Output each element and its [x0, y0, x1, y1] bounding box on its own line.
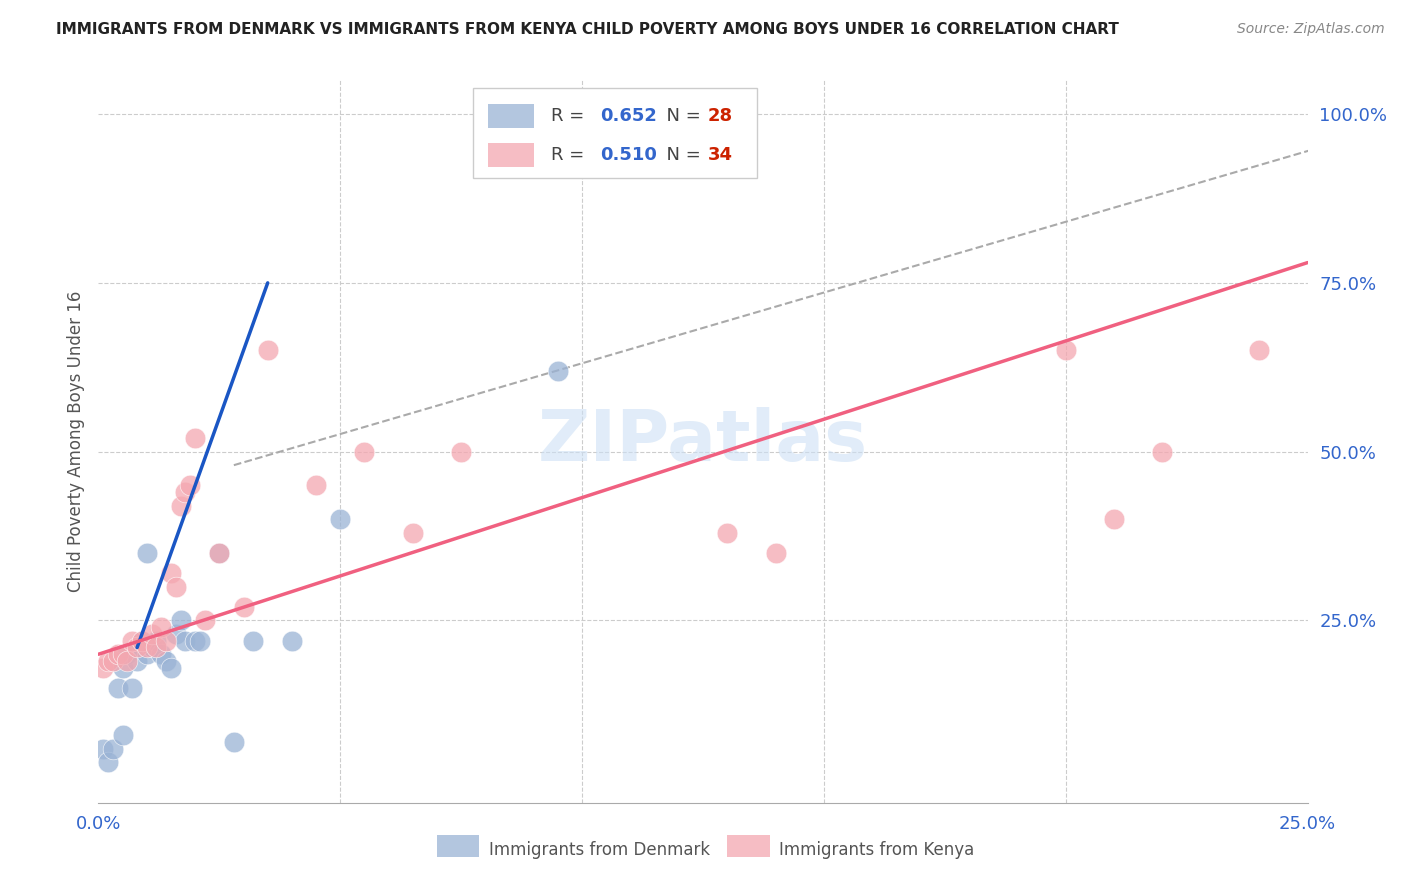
Point — [184, 431, 207, 445]
Point — [145, 640, 167, 655]
Y-axis label: Child Poverty Among Boys Under 16: Child Poverty Among Boys Under 16 — [66, 291, 84, 592]
Point — [131, 633, 153, 648]
Text: Immigrants from Denmark: Immigrants from Denmark — [489, 841, 710, 859]
Text: 34: 34 — [707, 146, 733, 164]
FancyBboxPatch shape — [488, 104, 534, 128]
Point — [222, 735, 245, 749]
Point — [135, 640, 157, 655]
Point — [765, 546, 787, 560]
Point — [402, 525, 425, 540]
FancyBboxPatch shape — [437, 835, 479, 857]
Point — [135, 647, 157, 661]
Point — [101, 741, 124, 756]
Point — [160, 661, 183, 675]
Point — [353, 444, 375, 458]
FancyBboxPatch shape — [727, 835, 769, 857]
Point — [150, 647, 173, 661]
Point — [155, 633, 177, 648]
Point — [242, 633, 264, 648]
Point — [1054, 343, 1077, 358]
Point — [547, 364, 569, 378]
Point — [150, 620, 173, 634]
Point — [165, 580, 187, 594]
Point — [111, 661, 134, 675]
Text: N =: N = — [655, 146, 706, 164]
Text: Source: ZipAtlas.com: Source: ZipAtlas.com — [1237, 22, 1385, 37]
Point — [111, 728, 134, 742]
Point — [107, 647, 129, 661]
Text: 0.652: 0.652 — [600, 107, 657, 126]
Point — [208, 546, 231, 560]
Point — [1152, 444, 1174, 458]
Point — [208, 546, 231, 560]
Point — [174, 633, 197, 648]
FancyBboxPatch shape — [474, 87, 758, 178]
Point — [97, 756, 120, 770]
Point — [101, 654, 124, 668]
Text: N =: N = — [655, 107, 706, 126]
Text: ZIPatlas: ZIPatlas — [538, 407, 868, 476]
Point — [97, 654, 120, 668]
Text: IMMIGRANTS FROM DENMARK VS IMMIGRANTS FROM KENYA CHILD POVERTY AMONG BOYS UNDER : IMMIGRANTS FROM DENMARK VS IMMIGRANTS FR… — [56, 22, 1119, 37]
Point — [165, 627, 187, 641]
Text: R =: R = — [551, 146, 589, 164]
Point — [135, 546, 157, 560]
Point — [91, 741, 114, 756]
Point — [716, 525, 738, 540]
FancyBboxPatch shape — [488, 143, 534, 167]
Point — [111, 647, 134, 661]
Point — [121, 681, 143, 695]
Point — [305, 478, 328, 492]
Point — [174, 485, 197, 500]
Point — [141, 627, 163, 641]
Text: R =: R = — [551, 107, 589, 126]
Point — [121, 633, 143, 648]
Text: 0.510: 0.510 — [600, 146, 657, 164]
Point — [141, 640, 163, 655]
Point — [160, 566, 183, 581]
Point — [169, 499, 191, 513]
Text: 28: 28 — [707, 107, 733, 126]
Point — [1102, 512, 1125, 526]
Point — [155, 654, 177, 668]
Point — [329, 512, 352, 526]
Point — [117, 654, 139, 668]
Point — [184, 633, 207, 648]
Point — [169, 614, 191, 628]
Point — [107, 681, 129, 695]
Point — [131, 633, 153, 648]
Point — [117, 647, 139, 661]
Point — [1249, 343, 1271, 358]
Point — [256, 343, 278, 358]
Point — [179, 478, 201, 492]
Point — [127, 640, 149, 655]
Text: Immigrants from Kenya: Immigrants from Kenya — [779, 841, 974, 859]
Point — [145, 633, 167, 648]
Point — [232, 599, 254, 614]
Point — [281, 633, 304, 648]
Point — [188, 633, 211, 648]
Point — [450, 444, 472, 458]
Point — [127, 654, 149, 668]
Point — [194, 614, 217, 628]
Point — [91, 661, 114, 675]
